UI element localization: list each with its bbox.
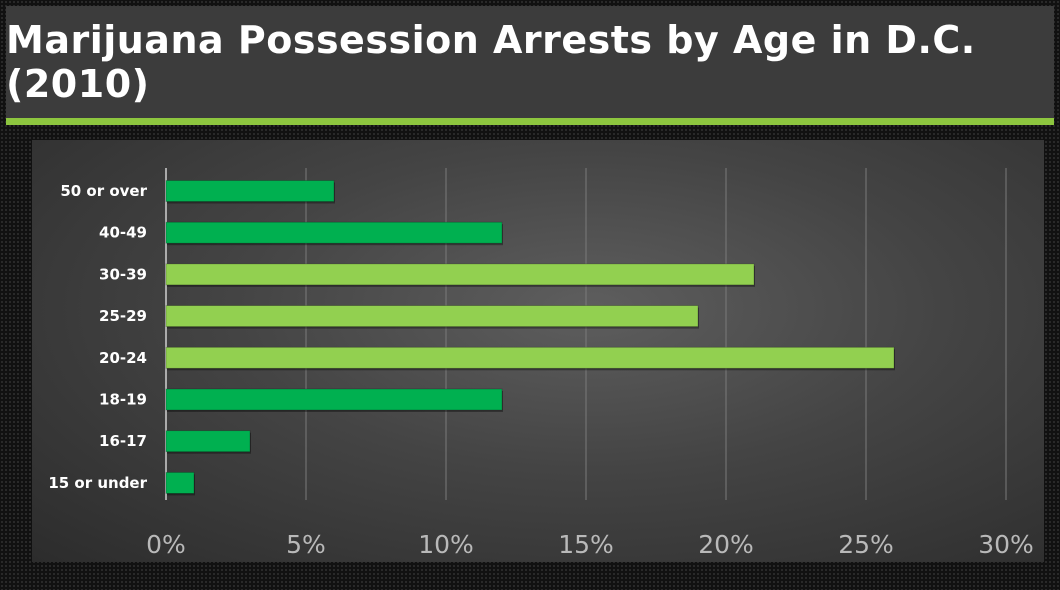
category-label: 40-49	[99, 224, 147, 242]
category-label: 16-17	[99, 432, 147, 450]
category-label: 15 or under	[48, 474, 147, 492]
x-tick-label: 15%	[558, 530, 614, 559]
x-tick-label: 0%	[146, 530, 186, 559]
x-tick-label: 25%	[838, 530, 894, 559]
bar-18-19	[165, 388, 503, 411]
bar-50-or-over	[165, 180, 335, 202]
category-label: 30-39	[99, 265, 147, 283]
bar-15-or-under	[165, 471, 195, 494]
category-label: 25-29	[99, 307, 147, 325]
bar-20-24	[165, 346, 895, 369]
title-bar: Marijuana Possession Arrests by Age in D…	[6, 6, 1054, 118]
bar-30-39	[165, 263, 755, 286]
bar-40-49	[165, 221, 503, 244]
accent-line	[6, 118, 1054, 125]
x-tick-label: 10%	[418, 530, 474, 559]
category-label: 50 or over	[60, 182, 147, 200]
bar-25-29	[165, 305, 699, 328]
x-tick-label: 20%	[698, 530, 754, 559]
bar-16-17	[165, 430, 251, 453]
category-label: 18-19	[99, 391, 147, 409]
x-tick-label: 5%	[286, 530, 326, 559]
slide-title: Marijuana Possession Arrests by Age in D…	[6, 18, 976, 106]
x-tick-label: 30%	[978, 530, 1034, 559]
category-label: 20-24	[99, 349, 147, 367]
